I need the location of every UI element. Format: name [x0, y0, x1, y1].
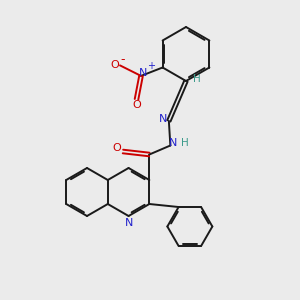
Text: N: N: [125, 218, 134, 228]
Text: H: H: [193, 74, 200, 84]
Text: -: -: [121, 53, 125, 67]
Text: O: O: [132, 100, 141, 110]
Text: O: O: [112, 143, 121, 153]
Text: N: N: [159, 113, 168, 124]
Text: H: H: [182, 137, 189, 148]
Text: +: +: [147, 61, 154, 71]
Text: N: N: [139, 68, 147, 78]
Text: N: N: [169, 137, 178, 148]
Text: O: O: [110, 60, 119, 70]
